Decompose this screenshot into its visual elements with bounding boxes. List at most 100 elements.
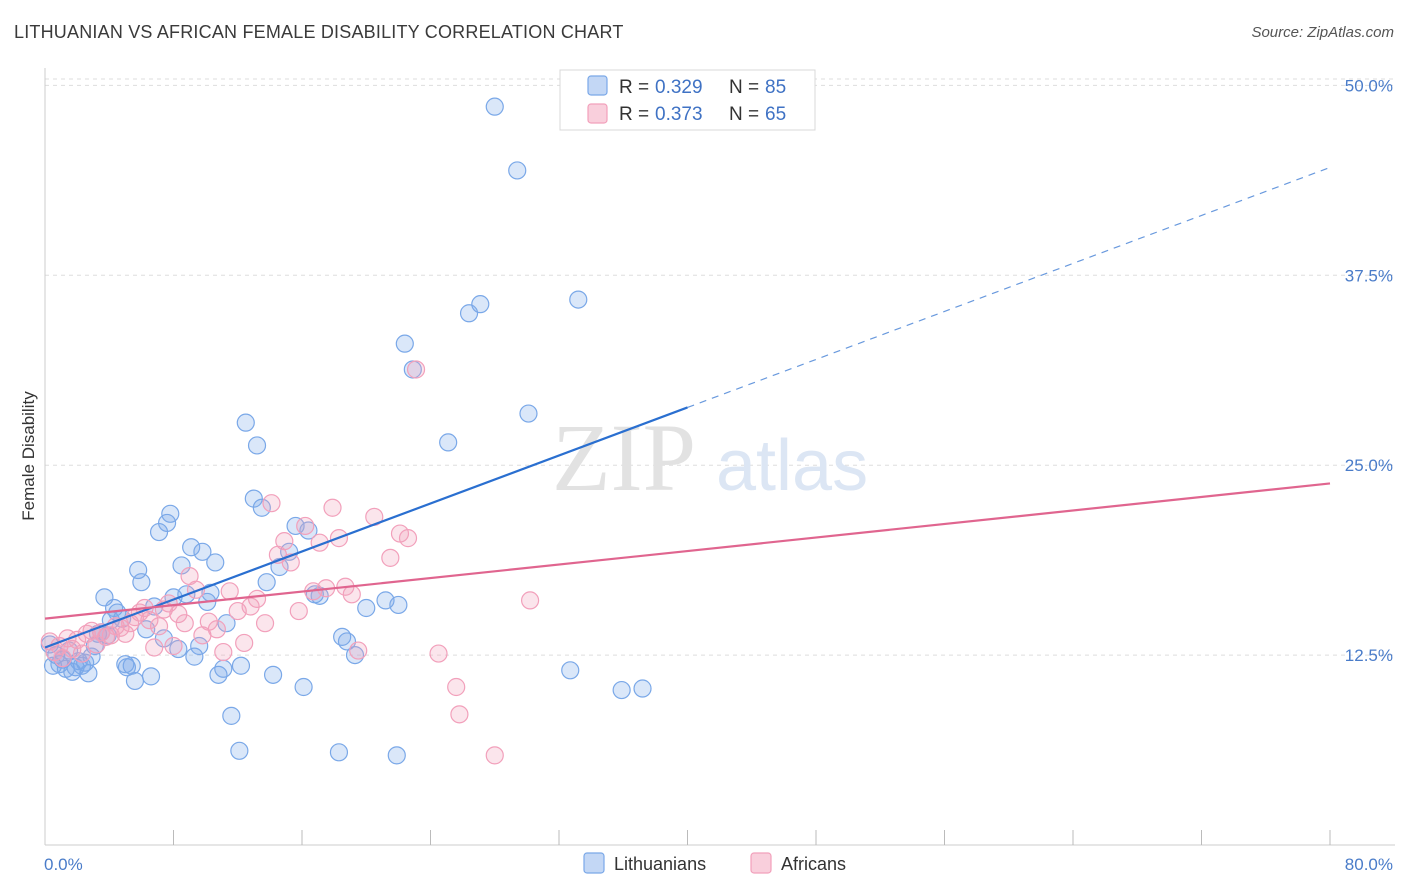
lithuanians-point bbox=[190, 636, 209, 656]
lithuanians-point bbox=[439, 433, 458, 452]
lithuanians-point bbox=[389, 595, 408, 615]
x-tick-label-max: 80.0% bbox=[1345, 855, 1393, 874]
lithuanians-point bbox=[125, 671, 145, 691]
lithuanians-point bbox=[357, 598, 376, 618]
africans-point bbox=[485, 746, 504, 765]
bottom-legend-africans: Africans bbox=[781, 854, 846, 874]
lithuanians-trend-extension bbox=[687, 166, 1331, 409]
africans-point bbox=[520, 591, 540, 610]
lithuanians-point bbox=[132, 573, 151, 592]
watermark-zip: ZIP bbox=[552, 404, 696, 511]
africans-point bbox=[72, 644, 92, 663]
lithuanians-point bbox=[206, 553, 225, 572]
lithuanians-point bbox=[395, 334, 414, 353]
lithuanians-point bbox=[471, 295, 490, 314]
legend-n-label-0: N = bbox=[729, 77, 759, 98]
lithuanians-point bbox=[247, 436, 267, 455]
africans-point bbox=[186, 580, 206, 599]
legend-n-value-1: 65 bbox=[765, 104, 786, 125]
legend-swatch-pink bbox=[587, 103, 608, 124]
y-tick-label: 37.5% bbox=[1345, 266, 1393, 285]
bottom-legend-swatch-pink bbox=[750, 852, 772, 874]
africans-point bbox=[116, 624, 135, 643]
africans-point bbox=[220, 582, 239, 601]
africans-point bbox=[235, 633, 254, 653]
tick-labels: 12.5% 25.0% 37.5% 50.0% 0.0% 80.0% bbox=[44, 76, 1393, 874]
legend-r-label-1: R = bbox=[619, 104, 649, 125]
africans-point bbox=[53, 649, 72, 668]
africans-point bbox=[247, 589, 267, 608]
lithuanians-point bbox=[79, 664, 98, 683]
lithuanians-point bbox=[214, 659, 233, 678]
africans-point bbox=[429, 644, 448, 663]
africans-point bbox=[149, 617, 169, 636]
lithuanians-point bbox=[257, 573, 276, 592]
lithuanians-point bbox=[222, 706, 241, 725]
axes bbox=[44, 68, 1395, 846]
lithuanians-point bbox=[122, 656, 141, 675]
africans-point bbox=[255, 614, 275, 633]
lithuanians-point bbox=[612, 680, 631, 700]
watermark: ZIP atlas bbox=[552, 404, 868, 511]
africans-point bbox=[140, 611, 159, 630]
africans-point bbox=[381, 548, 400, 567]
lithuanians-point bbox=[141, 667, 161, 686]
africans-point bbox=[289, 601, 308, 621]
lithuanians-point bbox=[263, 665, 283, 684]
africans-point bbox=[349, 641, 368, 660]
africans-point bbox=[68, 630, 87, 650]
africans-point bbox=[447, 677, 466, 697]
africans-point bbox=[323, 498, 342, 517]
lithuanians-point bbox=[561, 661, 580, 680]
lithuanians-point bbox=[185, 647, 204, 666]
africans-point bbox=[101, 626, 120, 645]
africans-points bbox=[40, 360, 540, 765]
source-label: Source: ZipAtlas.com bbox=[1251, 24, 1394, 41]
africans-trend-line bbox=[44, 482, 1331, 620]
bottom-legend-lithuanians: Lithuanians bbox=[614, 854, 706, 874]
legend-n-value-0: 85 bbox=[765, 77, 786, 98]
legend-swatch-blue bbox=[587, 75, 608, 96]
y-axis-title: Female Disability bbox=[19, 391, 38, 521]
africans-point bbox=[342, 585, 361, 604]
legend-r-value-1: 0.373 bbox=[655, 104, 703, 125]
lithuanians-point bbox=[182, 538, 201, 557]
y-tick-label: 50.0% bbox=[1345, 76, 1393, 95]
lithuanians-point bbox=[508, 161, 527, 180]
legend-box: R = 0.329 N = 85 R = 0.373 N = 65 bbox=[559, 69, 816, 131]
lithuanians-point bbox=[294, 677, 313, 697]
lithuanians-point bbox=[169, 639, 188, 659]
africans-point bbox=[406, 360, 426, 379]
lithuanians-point bbox=[329, 743, 349, 762]
chart-title: LITHUANIAN VS AFRICAN FEMALE DISABILITY … bbox=[14, 22, 624, 42]
lithuanians-point bbox=[231, 656, 251, 675]
grid-lines bbox=[45, 78, 1395, 656]
africans-point bbox=[214, 642, 233, 662]
africans-point bbox=[63, 639, 82, 659]
africans-point bbox=[145, 638, 164, 657]
lithuanians-point bbox=[633, 679, 652, 698]
legend-n-label-1: N = bbox=[729, 104, 759, 125]
watermark-atlas: atlas bbox=[716, 426, 868, 506]
lithuanians-point bbox=[161, 504, 180, 523]
africans-point bbox=[175, 614, 194, 633]
africans-point bbox=[262, 494, 281, 513]
bottom-legend: Lithuanians Africans bbox=[583, 852, 846, 874]
lithuanians-point bbox=[485, 97, 504, 116]
lithuanians-point bbox=[252, 498, 271, 517]
x-tick-label-min: 0.0% bbox=[44, 855, 83, 874]
lithuanians-point bbox=[387, 746, 406, 765]
lithuanians-point bbox=[519, 404, 538, 423]
lithuanians-point bbox=[209, 665, 228, 684]
lithuanians-point bbox=[116, 655, 135, 674]
africans-point bbox=[275, 532, 294, 551]
africans-point bbox=[207, 620, 226, 639]
africans-point bbox=[296, 516, 315, 536]
lithuanians-point bbox=[230, 741, 249, 760]
lithuanians-point bbox=[236, 413, 255, 432]
y-tick-label: 25.0% bbox=[1345, 456, 1393, 475]
lithuanians-point bbox=[569, 290, 588, 309]
trend-lines bbox=[44, 166, 1331, 649]
lithuanians-point bbox=[193, 542, 212, 561]
